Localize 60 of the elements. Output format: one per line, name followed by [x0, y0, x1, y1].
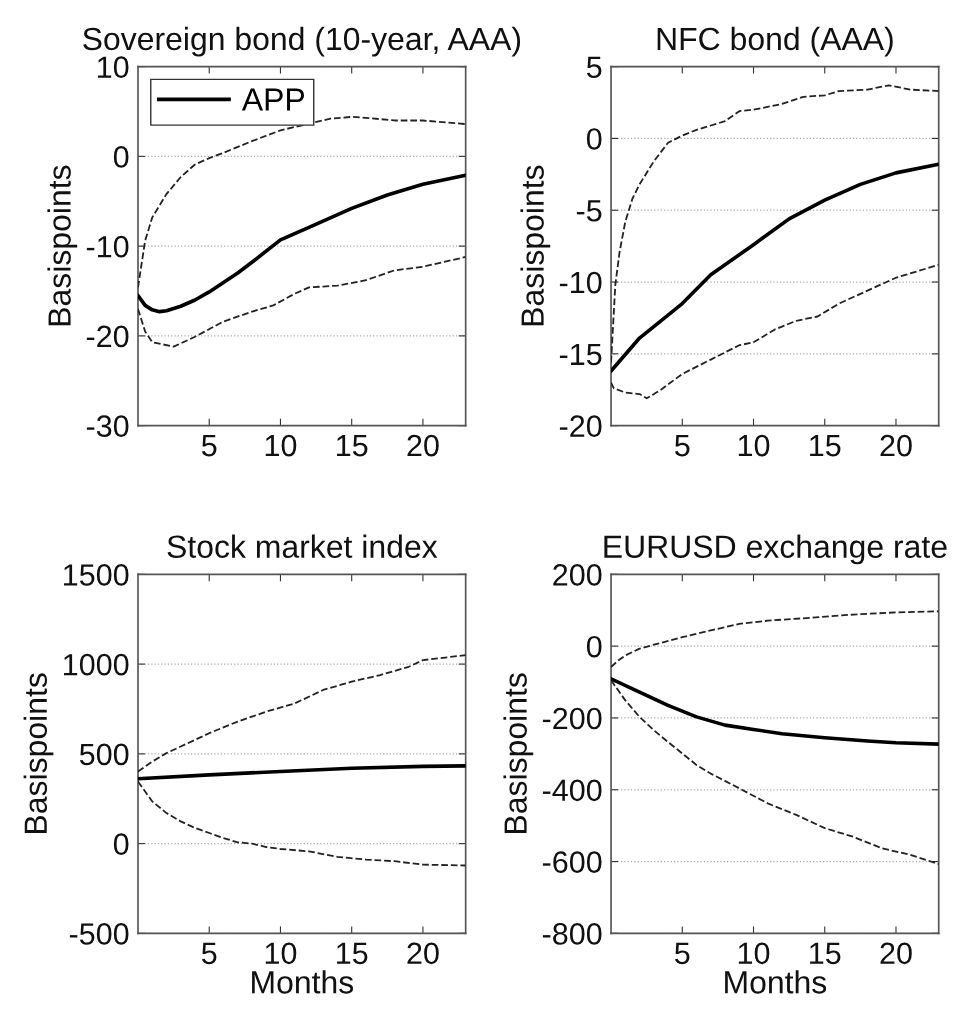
y-tick-label: -800 [542, 923, 602, 945]
x-tick-label: 5 [201, 435, 217, 457]
x-tick-label: 10 [265, 434, 297, 457]
y-tick-label: -20 [86, 325, 129, 348]
y-tick-label: 1000 [64, 653, 129, 676]
y-tick-label: 0 [586, 128, 602, 150]
x-tick-label: 10 [738, 434, 770, 457]
y-tick-label: 0 [586, 635, 602, 658]
line-series [138, 764, 466, 781]
x-tick-label: 15 [337, 942, 368, 965]
y-axis-title: Basispoints [47, 165, 78, 326]
line-series [611, 679, 939, 865]
y-tick-label: 500 [79, 743, 129, 766]
line-series [138, 255, 466, 348]
line-series [138, 780, 466, 867]
chart-title: NFC bond (AAA) [657, 26, 893, 57]
chart-title: EURUSD exchange rate [604, 534, 947, 565]
x-tick-label: 15 [810, 435, 841, 457]
chart-title: Sovereign bond (10-year, AAA) [83, 26, 521, 57]
x-tick-label: 20 [407, 434, 439, 457]
y-tick-label: -10 [559, 271, 602, 294]
line-series [138, 115, 466, 289]
x-tick-label: 5 [201, 942, 217, 965]
y-tick-label: 10 [98, 56, 129, 78]
y-tick-label: -600 [542, 851, 602, 873]
legend-label: APP [241, 88, 305, 111]
y-tick-label: -200 [542, 707, 602, 730]
line-series [611, 263, 939, 400]
x-tick-label: 5 [675, 942, 690, 965]
y-axis-title: Basispoints [520, 165, 551, 326]
x-tick-label: 20 [880, 434, 912, 457]
y-axis-title: Basispoints [503, 673, 534, 833]
y-tick-label: 1500 [64, 564, 129, 586]
line-series [138, 654, 466, 773]
x-tick-label: 15 [810, 942, 841, 965]
y-tick-label: -5 [576, 200, 602, 222]
y-tick-label: -500 [69, 923, 129, 945]
line-series [611, 677, 939, 746]
x-tick-label: 15 [337, 435, 368, 457]
chart-title: Stock market index [167, 534, 438, 558]
y-tick-label: -15 [559, 343, 602, 366]
x-tick-label: 10 [265, 942, 297, 965]
y-tick-label: 0 [113, 833, 129, 855]
x-tick-label: 20 [880, 942, 912, 965]
y-tick-label: -20 [559, 415, 602, 437]
y-tick-label: -30 [86, 415, 129, 437]
x-axis-title: Months [725, 970, 827, 994]
x-tick-label: 10 [738, 942, 770, 965]
y-tick-label: 5 [586, 56, 602, 78]
line-series [138, 173, 466, 314]
line-series [611, 162, 939, 373]
y-tick-label: 0 [113, 146, 129, 168]
x-tick-label: 5 [675, 435, 690, 457]
y-axis-title: Basispoints [23, 673, 54, 833]
line-series [611, 610, 939, 668]
x-tick-label: 20 [407, 942, 439, 965]
x-axis-title: Months [252, 970, 354, 994]
y-tick-label: -400 [542, 779, 602, 802]
y-tick-label: 200 [553, 564, 602, 586]
y-tick-label: -10 [86, 235, 129, 258]
